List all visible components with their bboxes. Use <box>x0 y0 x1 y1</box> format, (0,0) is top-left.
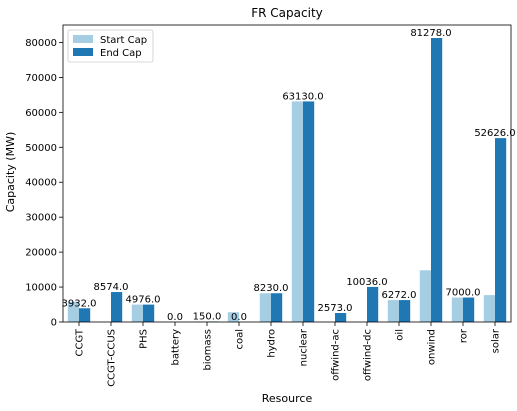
x-tick-label: oil <box>395 329 406 341</box>
x-tick-label: biomass <box>203 329 214 371</box>
x-tick-label: solar <box>491 328 502 353</box>
legend-swatch <box>73 35 93 43</box>
end-cap-bar <box>431 38 443 322</box>
y-tick-label: 20000 <box>25 248 57 259</box>
y-axis-title: Capacity (MW) <box>4 132 17 213</box>
x-tick-label: ror <box>459 328 470 343</box>
end-cap-bar <box>303 101 315 322</box>
start-cap-bar <box>227 312 239 322</box>
y-tick-label: 50000 <box>25 143 57 154</box>
data-label: 63130.0 <box>282 91 323 102</box>
data-label: 150.0 <box>193 311 222 322</box>
x-tick-label: battery <box>171 329 182 366</box>
data-label: 4976.0 <box>126 295 161 306</box>
data-label: 10036.0 <box>346 277 387 288</box>
end-cap-bar <box>79 308 91 322</box>
data-label: 81278.0 <box>410 28 451 39</box>
plot-frame <box>62 24 512 323</box>
y-tick-label: 10000 <box>25 283 57 294</box>
x-tick-label: CCGT-CCUS <box>107 329 118 387</box>
data-label: 6272.0 <box>382 290 417 301</box>
end-cap-bar <box>495 138 507 322</box>
plot-area: 3932.0 8574.0 4976.0 0.0 150.0 0.0 8230.0 63130… <box>25 24 516 387</box>
data-label: 2573.0 <box>318 303 353 314</box>
start-cap-bar <box>259 293 271 322</box>
start-cap-bar <box>483 295 495 322</box>
data-label: 0.0 <box>231 312 247 323</box>
end-cap-bar <box>143 304 155 322</box>
x-tick-label: offwind-ac <box>331 329 342 381</box>
y-tick-label: 80000 <box>25 38 57 49</box>
data-label: 52626.0 <box>474 128 515 139</box>
y-tick-label: 40000 <box>25 178 57 189</box>
legend-label: End Cap <box>100 48 142 59</box>
data-label: 3932.0 <box>62 298 97 309</box>
data-label: 8230.0 <box>254 283 289 294</box>
legend-swatch <box>73 48 93 56</box>
x-tick-label: PHS <box>139 329 150 349</box>
start-cap-bar <box>387 300 399 322</box>
start-cap-bar <box>67 301 79 322</box>
start-cap-bar <box>291 101 303 322</box>
x-tick-label: hydro <box>267 329 278 358</box>
y-tick-label: 70000 <box>25 73 57 84</box>
end-cap-bar <box>463 297 475 322</box>
start-cap-bar <box>451 297 463 322</box>
x-tick-label: CCGT <box>75 328 86 356</box>
legend-label: Start Cap <box>100 35 147 46</box>
data-label: 8574.0 <box>94 282 129 293</box>
end-cap-bar <box>111 292 123 322</box>
chart-title: FR Capacity <box>251 6 323 20</box>
legend: Start Cap End Cap <box>67 29 154 63</box>
end-cap-bar <box>367 286 379 322</box>
x-axis-title: Resource <box>262 392 313 405</box>
start-cap-bar <box>131 304 143 322</box>
data-label: 7000.0 <box>446 288 481 299</box>
y-tick-label: 0 <box>51 318 57 329</box>
y-tick-label: 60000 <box>25 108 57 119</box>
end-cap-bar <box>335 313 347 322</box>
x-tick-label: onwind <box>427 329 438 365</box>
end-cap-bar <box>399 300 411 322</box>
x-tick-label: offwind-dc <box>363 329 374 381</box>
start-cap-bar <box>419 270 431 322</box>
x-tick-label: nuclear <box>299 328 310 366</box>
data-label: 0.0 <box>167 312 183 323</box>
end-cap-bar <box>271 293 283 322</box>
x-tick-label: coal <box>235 329 246 350</box>
y-tick-label: 30000 <box>25 213 57 224</box>
